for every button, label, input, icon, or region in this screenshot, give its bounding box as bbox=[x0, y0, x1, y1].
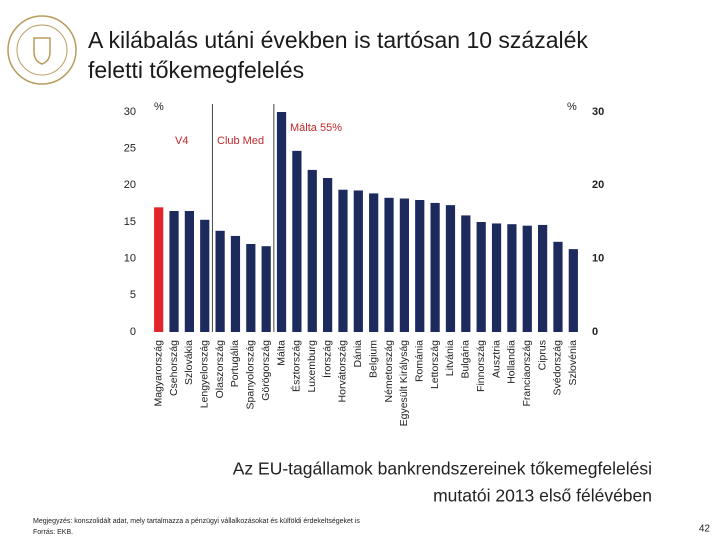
x-tick-label: Ausztria bbox=[490, 340, 502, 378]
bar bbox=[399, 198, 409, 332]
bar bbox=[476, 222, 486, 332]
x-tick-label: Görögország bbox=[260, 340, 272, 401]
y-tick-label: 15 bbox=[124, 216, 136, 228]
x-tick-label: Írország bbox=[320, 340, 333, 378]
y2-tick-label: 20 bbox=[592, 179, 604, 191]
y-tick-label: 5 bbox=[130, 289, 136, 301]
x-tick-label: Észtország bbox=[290, 340, 303, 392]
bar bbox=[415, 200, 425, 332]
bar bbox=[154, 207, 164, 332]
annotation: Málta 55% bbox=[290, 122, 342, 134]
x-tick-label: Finnország bbox=[475, 340, 487, 392]
bar bbox=[430, 202, 440, 332]
x-tick-label: Litvánia bbox=[444, 340, 456, 376]
bar bbox=[230, 235, 241, 332]
x-tick-label: Olaszország bbox=[214, 340, 226, 399]
x-tick-label: Horvátország bbox=[337, 340, 349, 403]
bar bbox=[215, 230, 225, 332]
x-tick-label: Hollandia bbox=[506, 340, 518, 384]
page-number: 42 bbox=[699, 524, 711, 535]
bar bbox=[369, 193, 379, 332]
x-tick-label: Ciprus bbox=[536, 340, 548, 370]
group-label: Club Med bbox=[217, 135, 264, 147]
bar bbox=[200, 219, 210, 332]
bar bbox=[353, 190, 363, 332]
bar bbox=[568, 249, 578, 332]
x-tick-label: Bulgária bbox=[460, 340, 472, 379]
x-tick-label: Szlovénia bbox=[567, 340, 579, 386]
x-tick-label: Lengyelország bbox=[199, 340, 211, 408]
bar bbox=[292, 150, 302, 332]
bar bbox=[323, 178, 333, 332]
bar bbox=[553, 241, 563, 332]
x-tick-label: Franciaország bbox=[521, 340, 533, 407]
x-tick-label: Németország bbox=[383, 340, 395, 403]
group-label: V4 bbox=[175, 135, 188, 147]
y-tick-label: 20 bbox=[124, 179, 136, 191]
x-tick-label: Egyesült Királyság bbox=[398, 340, 410, 427]
bar bbox=[522, 225, 532, 332]
x-tick-label: Csehország bbox=[168, 340, 180, 396]
source: Forrás: EKB. bbox=[33, 529, 73, 536]
note: Megjegyzés: konszolidált adat, mely tart… bbox=[33, 518, 360, 525]
x-tick-label: Portugália bbox=[229, 340, 241, 387]
bar bbox=[338, 189, 348, 332]
bar bbox=[261, 246, 271, 332]
bar bbox=[384, 197, 394, 332]
y-unit: % bbox=[154, 101, 164, 113]
y2-unit: % bbox=[567, 101, 577, 113]
title-line: feletti tőkemegfelelés bbox=[88, 57, 304, 83]
y-tick-label: 10 bbox=[124, 253, 136, 265]
x-tick-label: Románia bbox=[414, 340, 426, 382]
bar bbox=[184, 211, 194, 332]
x-tick-label: Svédország bbox=[552, 340, 564, 396]
x-tick-label: Lettország bbox=[429, 340, 441, 389]
bar bbox=[538, 224, 548, 332]
bar bbox=[461, 215, 471, 332]
y-tick-label: 30 bbox=[124, 106, 136, 118]
bar bbox=[169, 211, 179, 332]
y-tick-label: 0 bbox=[130, 326, 136, 338]
caption: mutatói 2013 első félévében bbox=[433, 486, 652, 506]
bar bbox=[246, 244, 256, 332]
y2-tick-label: 10 bbox=[592, 253, 604, 265]
x-tick-label: Belgium bbox=[367, 340, 379, 378]
bar bbox=[445, 205, 456, 332]
x-tick-label: Magyarország bbox=[152, 340, 164, 407]
y2-tick-label: 30 bbox=[592, 106, 604, 118]
y-tick-label: 25 bbox=[124, 143, 136, 155]
x-tick-label: Luxemburg bbox=[306, 340, 318, 393]
title-line: A kilábalás utáni években is tartósan 10… bbox=[88, 27, 588, 53]
bar bbox=[307, 169, 317, 332]
bar bbox=[276, 112, 287, 333]
bar bbox=[507, 224, 517, 332]
bar bbox=[491, 223, 502, 332]
x-tick-label: Dánia bbox=[352, 340, 364, 368]
y2-tick-label: 0 bbox=[592, 326, 598, 338]
x-tick-label: Spanyolország bbox=[245, 340, 257, 410]
caption: Az EU-tagállamok bankrendszereinek tőkem… bbox=[233, 459, 652, 479]
x-tick-label: Málta bbox=[275, 340, 287, 366]
logo bbox=[7, 15, 77, 85]
x-tick-label: Szlovákia bbox=[183, 340, 195, 385]
